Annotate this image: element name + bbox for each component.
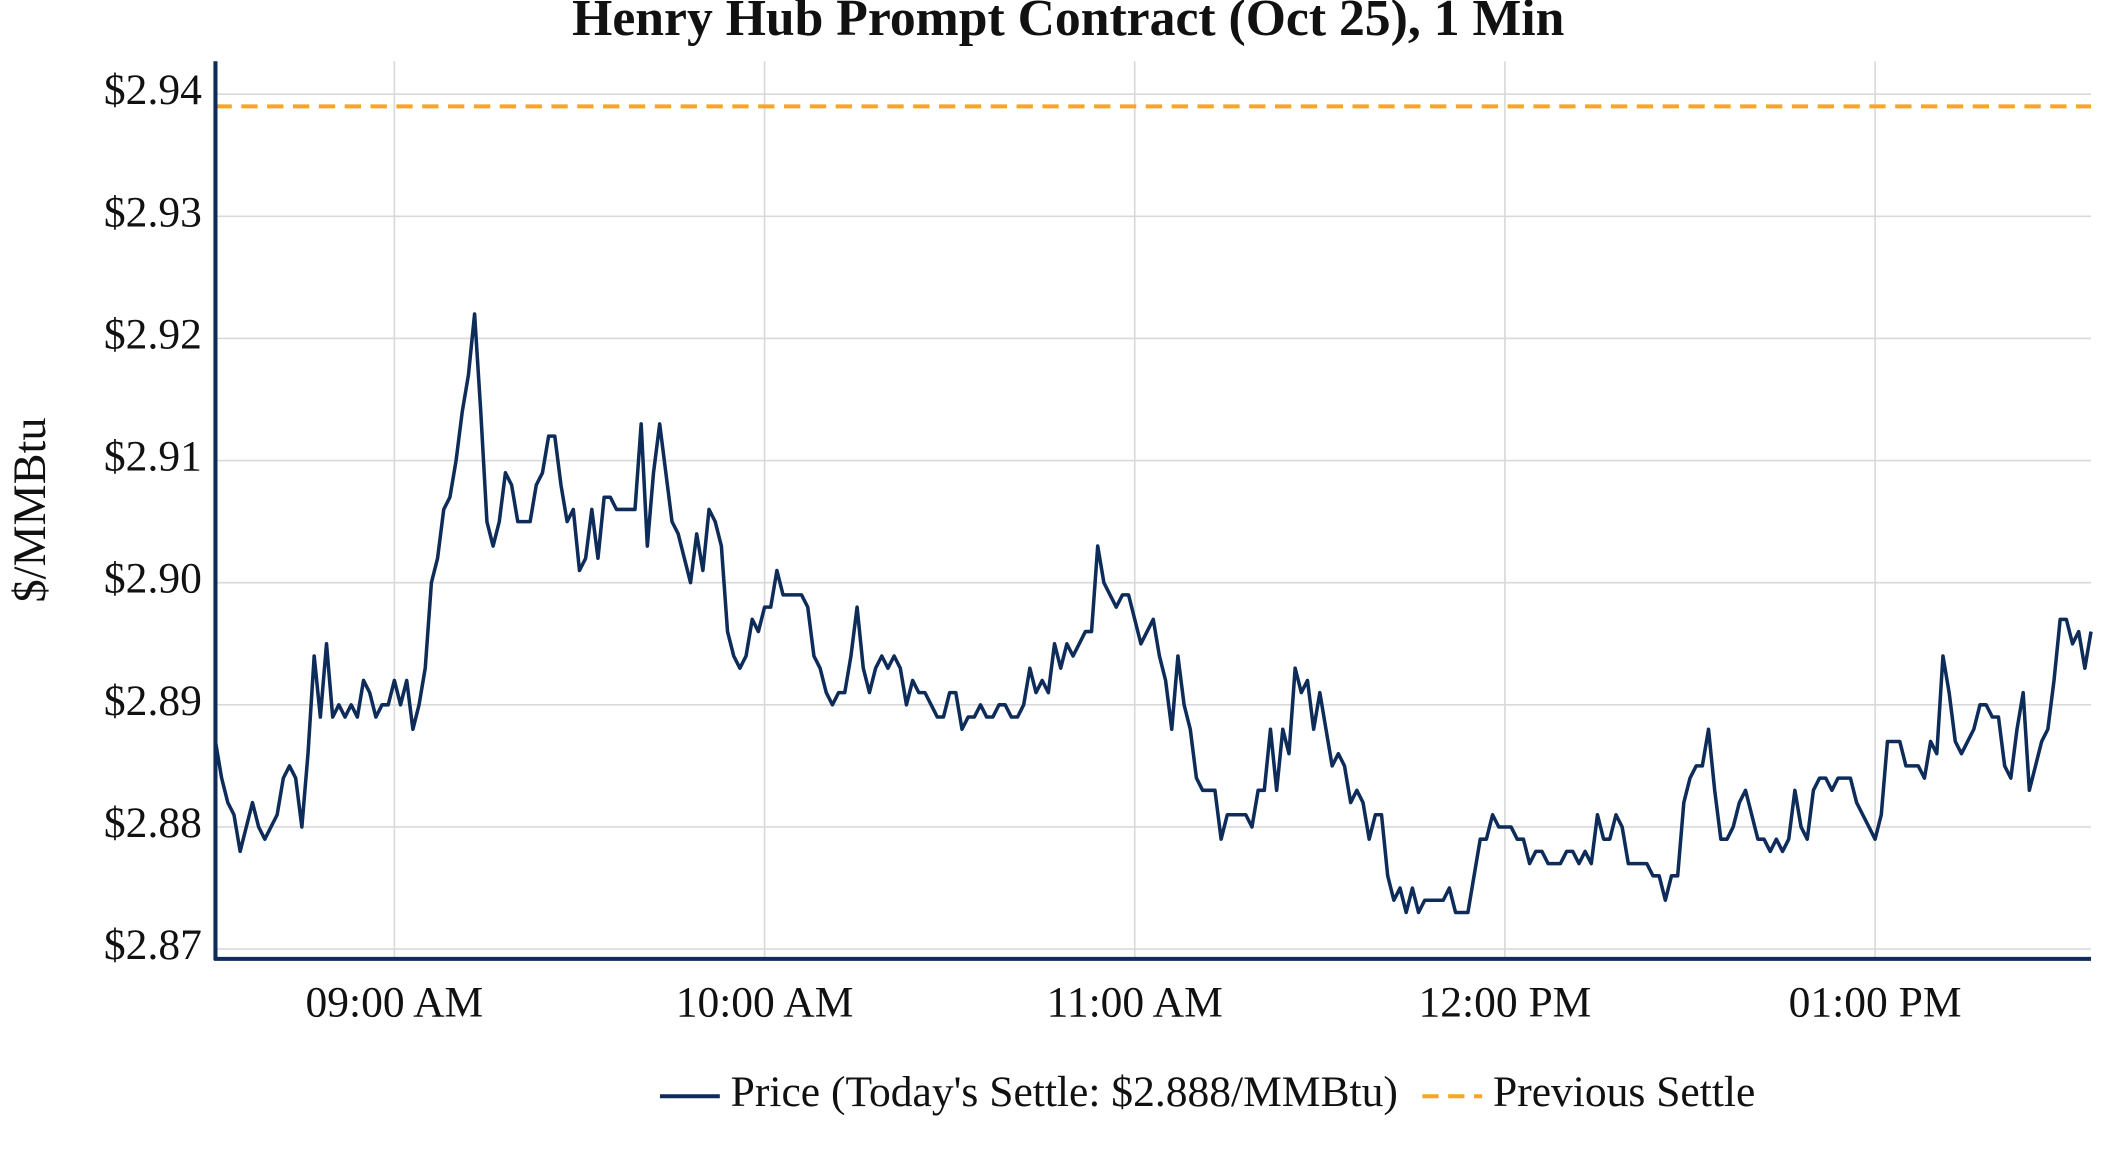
x-tick-label: 10:00 AM [676,978,854,1026]
x-tick-label: 12:00 PM [1418,978,1591,1026]
chart-title: Henry Hub Prompt Contract (Oct 25), 1 Mi… [572,0,1564,47]
y-tick-label: $2.87 [104,921,202,969]
y-tick-label: $2.93 [104,188,202,236]
y-tick-label: $2.91 [104,433,202,481]
price-line [213,312,2093,915]
x-tick-label: 09:00 AM [306,978,484,1026]
y-tick-label: $2.92 [104,310,202,358]
x-tick-label: 01:00 PM [1789,978,1962,1026]
legend-label: Previous Settle [1493,1068,1755,1116]
y-tick-label: $2.90 [104,555,202,603]
x-tick-label: 11:00 AM [1047,978,1223,1026]
y-tick-label: $2.89 [104,677,202,725]
y-tick-label: $2.88 [104,799,202,847]
legend-label: Price (Today's Settle: $2.888/MMBtu) [731,1068,1398,1116]
y-axis-label: $/MMBtu [5,418,56,603]
y-tick-label: $2.94 [104,66,202,114]
